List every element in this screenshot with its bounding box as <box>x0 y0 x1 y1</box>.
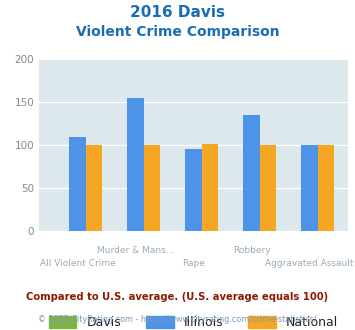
Text: Violent Crime Comparison: Violent Crime Comparison <box>76 25 279 39</box>
Text: Murder & Mans...: Murder & Mans... <box>97 246 174 255</box>
Bar <box>185 149 202 231</box>
Text: Aggravated Assault: Aggravated Assault <box>265 259 354 268</box>
Bar <box>127 98 143 231</box>
Bar <box>202 144 218 231</box>
Legend: Davis, Illinois, National: Davis, Illinois, National <box>43 309 344 330</box>
Text: Rape: Rape <box>182 259 205 268</box>
Bar <box>318 145 334 231</box>
Text: © 2025 CityRating.com - https://www.cityrating.com/crime-statistics/: © 2025 CityRating.com - https://www.city… <box>38 315 317 324</box>
Bar <box>301 145 318 231</box>
Text: All Violent Crime: All Violent Crime <box>39 259 115 268</box>
Bar <box>69 137 86 231</box>
Text: Robbery: Robbery <box>233 246 270 255</box>
Text: 2016 Davis: 2016 Davis <box>130 5 225 20</box>
Text: Compared to U.S. average. (U.S. average equals 100): Compared to U.S. average. (U.S. average … <box>26 292 329 302</box>
Bar <box>86 145 102 231</box>
Bar <box>260 145 276 231</box>
Bar <box>143 145 160 231</box>
Bar <box>244 115 260 231</box>
